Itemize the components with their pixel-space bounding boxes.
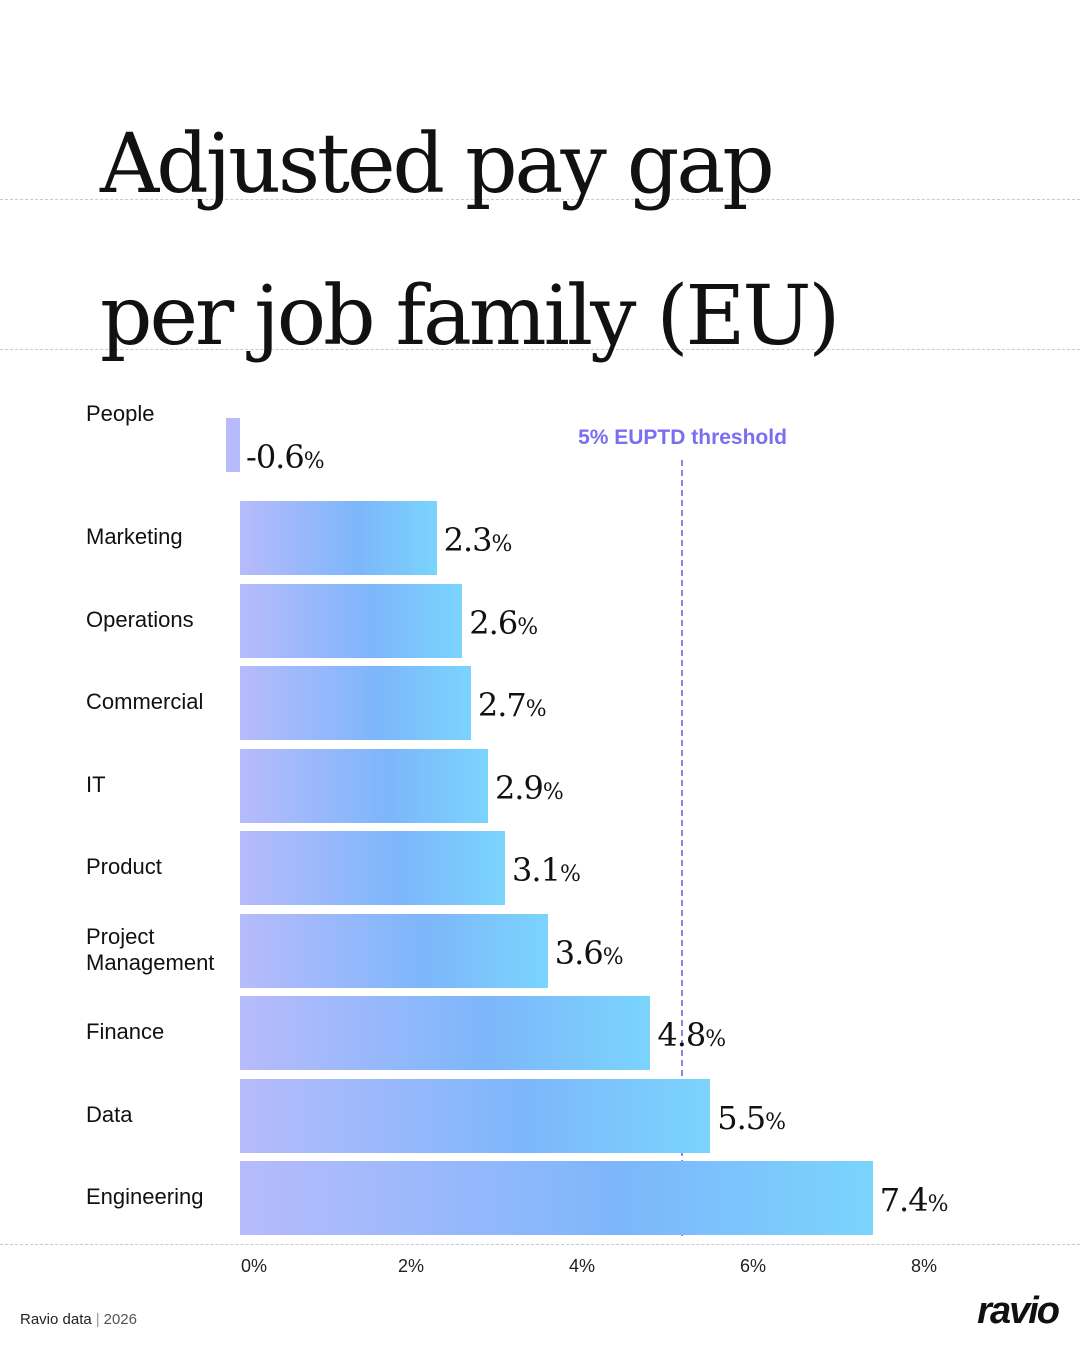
x-tick-label: 8% [910, 1256, 938, 1276]
bar [240, 583, 463, 658]
category-label: Engineering [86, 1184, 204, 1209]
bar [226, 418, 240, 472]
chart-title-line-2: per job family (EU) [100, 269, 840, 364]
bar [240, 748, 488, 823]
category-label: People [86, 400, 155, 426]
ravio-logo: ravio [977, 1290, 1060, 1332]
footer-source: Ravio data | 2026 [20, 1311, 137, 1328]
value-label: 3.6% [554, 933, 624, 972]
category-label: Project Management [86, 923, 215, 975]
title-guide-line-2 [0, 349, 1080, 350]
value-label: 2.7% [477, 686, 547, 724]
category-label: Data [86, 1101, 133, 1127]
value-label: 3.1% [512, 851, 581, 889]
x-tick-label: 0% [240, 1256, 268, 1276]
footer-source-text: Ravio data [20, 1311, 92, 1328]
title-guide-line-1 [0, 199, 1080, 200]
value-label: 4.8% [657, 1016, 727, 1054]
category-label: Marketing [86, 524, 183, 549]
category-label: Finance [86, 1019, 165, 1044]
chart-title-line-1: Adjusted pay gap [100, 117, 775, 212]
bar [240, 501, 437, 575]
bar [240, 913, 548, 988]
threshold-label: 5% EUPTD threshold [578, 426, 787, 449]
threshold-line [680, 460, 683, 1236]
x-tick-label: 4% [568, 1256, 596, 1276]
value-label: 7.4% [879, 1181, 949, 1219]
axis-baseline [0, 1244, 1080, 1245]
value-label: 5.5% [717, 1098, 787, 1137]
value-label: -0.6% [246, 438, 325, 476]
value-label: 2.6% [469, 603, 539, 642]
bar [240, 1078, 711, 1153]
bar [240, 996, 651, 1070]
footer-year: 2026 [103, 1311, 137, 1328]
category-label: Commercial [86, 689, 204, 714]
x-tick-label: 2% [397, 1256, 425, 1276]
bar [240, 831, 506, 905]
x-tick-label: 6% [739, 1256, 767, 1276]
category-label: Product [86, 854, 162, 879]
bar [240, 666, 471, 740]
category-label: Operations [86, 606, 194, 632]
value-label: 2.3% [443, 521, 513, 559]
bar [240, 1161, 873, 1235]
category-label: IT [86, 771, 106, 797]
value-label: 2.9% [494, 768, 564, 807]
